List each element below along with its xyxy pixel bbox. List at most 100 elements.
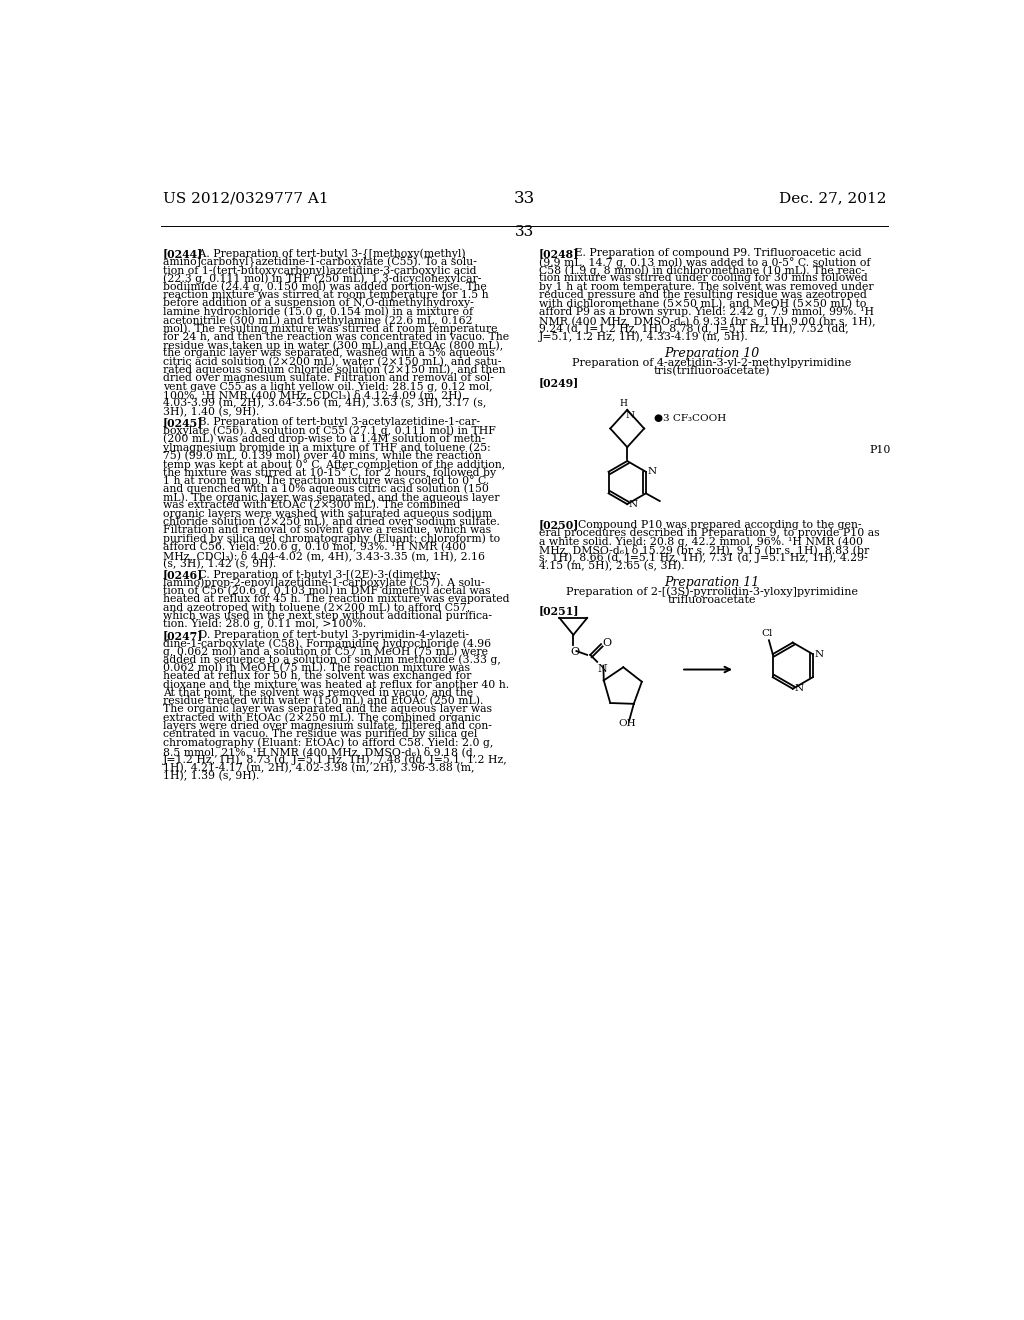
- Text: dried over magnesium sulfate. Filtration and removal of sol-: dried over magnesium sulfate. Filtration…: [163, 374, 494, 383]
- Text: 9.24 (d, J=1.2 Hz, 1H), 8.78 (d, J=5.1 Hz, 1H), 7.52 (dd,: 9.24 (d, J=1.2 Hz, 1H), 8.78 (d, J=5.1 H…: [539, 323, 849, 334]
- Text: P10: P10: [869, 445, 891, 455]
- Text: 33: 33: [514, 190, 536, 207]
- Text: Preparation 10: Preparation 10: [665, 347, 760, 360]
- Text: [0251]: [0251]: [539, 606, 580, 616]
- Text: the mixture was stirred at 10-15° C. for 2 hours, followed by: the mixture was stirred at 10-15° C. for…: [163, 467, 496, 478]
- Text: 75) (99.0 mL, 0.139 mol) over 40 mins, while the reaction: 75) (99.0 mL, 0.139 mol) over 40 mins, w…: [163, 450, 481, 461]
- Text: tion of C56 (20.6 g, 0.103 mol) in DMF dimethyl acetal was: tion of C56 (20.6 g, 0.103 mol) in DMF d…: [163, 586, 490, 597]
- Text: 0.062 mol) in MeOH (75 mL). The reaction mixture was: 0.062 mol) in MeOH (75 mL). The reaction…: [163, 663, 470, 673]
- Text: afford C56. Yield: 20.6 g, 0.10 mol, 93%. ¹H NMR (400: afford C56. Yield: 20.6 g, 0.10 mol, 93%…: [163, 543, 466, 553]
- Text: amino]carbonyl}azetidine-1-carboxylate (C55). To a solu-: amino]carbonyl}azetidine-1-carboxylate (…: [163, 257, 477, 268]
- Text: 33: 33: [515, 224, 535, 239]
- Text: Dec. 27, 2012: Dec. 27, 2012: [779, 191, 887, 206]
- Text: Filtration and removal of solvent gave a residue, which was: Filtration and removal of solvent gave a…: [163, 525, 492, 535]
- Text: layers were dried over magnesium sulfate, filtered and con-: layers were dried over magnesium sulfate…: [163, 721, 492, 731]
- Text: [0248]: [0248]: [539, 248, 579, 260]
- Text: with dichloromethane (5×50 mL), and MeOH (5×50 mL) to: with dichloromethane (5×50 mL), and MeOH…: [539, 298, 866, 309]
- Text: dioxane and the mixture was heated at reflux for another 40 h.: dioxane and the mixture was heated at re…: [163, 680, 509, 689]
- Text: mol). The resulting mixture was stirred at room temperature: mol). The resulting mixture was stirred …: [163, 323, 498, 334]
- Text: (s, 3H), 1.42 (s, 9H).: (s, 3H), 1.42 (s, 9H).: [163, 558, 276, 569]
- Text: J=1.2 Hz, 1H), 8.73 (d, J=5.1 Hz, 1H), 7.48 (dd, J=5.1, 1.2 Hz,: J=1.2 Hz, 1H), 8.73 (d, J=5.1 Hz, 1H), 7…: [163, 754, 508, 766]
- Text: lamine hydrochloride (15.0 g, 0.154 mol) in a mixture of: lamine hydrochloride (15.0 g, 0.154 mol)…: [163, 306, 473, 317]
- Text: trifluoroacetate: trifluoroacetate: [668, 595, 756, 605]
- Text: (9.9 mL, 14.7 g, 0.13 mol) was added to a 0-5° C. solution of: (9.9 mL, 14.7 g, 0.13 mol) was added to …: [539, 257, 870, 268]
- Text: US 2012/0329777 A1: US 2012/0329777 A1: [163, 191, 329, 206]
- Text: C. Preparation of t-butyl 3-[(2E)-3-(dimethy-: C. Preparation of t-butyl 3-[(2E)-3-(dim…: [188, 569, 440, 579]
- Text: a white solid. Yield: 20.8 g, 42.2 mmol, 96%. ¹H NMR (400: a white solid. Yield: 20.8 g, 42.2 mmol,…: [539, 536, 862, 546]
- Text: organic layers were washed with saturated aqueous sodium: organic layers were washed with saturate…: [163, 508, 493, 519]
- Text: g, 0.062 mol) and a solution of C57 in MeOH (75 mL) were: g, 0.062 mol) and a solution of C57 in M…: [163, 647, 487, 657]
- Text: bodiimide (24.4 g, 0.150 mol) was added portion-wise. The: bodiimide (24.4 g, 0.150 mol) was added …: [163, 281, 486, 292]
- Text: Preparation of 4-azetidin-3-yl-2-methylpyrimidine: Preparation of 4-azetidin-3-yl-2-methylp…: [572, 358, 852, 368]
- Text: [0249]: [0249]: [539, 378, 579, 388]
- Text: acetonitrile (300 mL) and triethylamine (22.6 mL, 0.162: acetonitrile (300 mL) and triethylamine …: [163, 315, 472, 326]
- Text: Cl: Cl: [761, 628, 772, 638]
- Text: reaction mixture was stirred at room temperature for 1.5 h: reaction mixture was stirred at room tem…: [163, 290, 488, 300]
- Text: 1H), 4.21-4.17 (m, 2H), 4.02-3.98 (m, 2H), 3.96-3.88 (m,: 1H), 4.21-4.17 (m, 2H), 4.02-3.98 (m, 2H…: [163, 763, 474, 774]
- Text: [0244]: [0244]: [163, 248, 203, 260]
- Text: N: N: [647, 467, 656, 477]
- Text: (22.3 g, 0.111 mol) in THF (250 mL), 1,3-dicyclohexylcar-: (22.3 g, 0.111 mol) in THF (250 mL), 1,3…: [163, 273, 481, 284]
- Text: J=5.1, 1.2 Hz, 1H), 4.33-4.19 (m, 5H).: J=5.1, 1.2 Hz, 1H), 4.33-4.19 (m, 5H).: [539, 331, 749, 342]
- Text: O: O: [570, 647, 580, 657]
- Text: chromatography (Eluant: EtOAc) to afford C58. Yield: 2.0 g,: chromatography (Eluant: EtOAc) to afford…: [163, 738, 494, 748]
- Text: the organic layer was separated, washed with a 5% aqueous: the organic layer was separated, washed …: [163, 348, 495, 358]
- Text: citric acid solution (2×200 mL), water (2×150 mL), and satu-: citric acid solution (2×200 mL), water (…: [163, 356, 502, 367]
- Text: tion of 1-(tert-butoxycarbonyl)azetidine-3-carboxylic acid: tion of 1-(tert-butoxycarbonyl)azetidine…: [163, 265, 476, 276]
- Text: residue treated with water (150 mL) and EtOAc (250 mL).: residue treated with water (150 mL) and …: [163, 696, 483, 706]
- Text: C58 (1.9 g, 8 mmol) in dichloromethane (10 mL). The reac-: C58 (1.9 g, 8 mmol) in dichloromethane (…: [539, 265, 864, 276]
- Text: 4.03-3.99 (m, 2H), 3.64-3.56 (m, 4H), 3.63 (s, 3H), 3.17 (s,: 4.03-3.99 (m, 2H), 3.64-3.56 (m, 4H), 3.…: [163, 399, 486, 408]
- Text: [0247]: [0247]: [163, 630, 204, 640]
- Text: eral procedures described in Preparation 9, to provide P10 as: eral procedures described in Preparation…: [539, 528, 880, 537]
- Text: rated aqueous sodium chloride solution (2×150 mL), and then: rated aqueous sodium chloride solution (…: [163, 364, 506, 375]
- Text: heated at reflux for 45 h. The reaction mixture was evaporated: heated at reflux for 45 h. The reaction …: [163, 594, 509, 605]
- Text: N: N: [626, 412, 635, 421]
- Text: NMR (400 MHz, DMSO-d₆) δ 9.33 (br s, 1H), 9.00 (br s, 1H),: NMR (400 MHz, DMSO-d₆) δ 9.33 (br s, 1H)…: [539, 315, 876, 326]
- Text: At that point, the solvent was removed in vacuo, and the: At that point, the solvent was removed i…: [163, 688, 473, 698]
- Text: Compound P10 was prepared according to the gen-: Compound P10 was prepared according to t…: [564, 520, 861, 529]
- Text: ylmagnesium bromide in a mixture of THF and toluene (25:: ylmagnesium bromide in a mixture of THF …: [163, 442, 490, 453]
- Text: [0250]: [0250]: [539, 520, 579, 531]
- Text: 100%. ¹H NMR (400 MHz, CDCl₃) δ 4.12-4.09 (m, 2H),: 100%. ¹H NMR (400 MHz, CDCl₃) δ 4.12-4.0…: [163, 389, 465, 401]
- Text: s, 1H), 8.66 (d, J=5.1 Hz, 1H), 7.31 (d, J=5.1 Hz, 1H), 4.29-: s, 1H), 8.66 (d, J=5.1 Hz, 1H), 7.31 (d,…: [539, 553, 867, 564]
- Text: residue was taken up in water (300 mL) and EtOAc (800 mL),: residue was taken up in water (300 mL) a…: [163, 341, 503, 351]
- Text: 8.5 mmol, 21%. ¹H NMR (400 MHz, DMSO-d₆) δ 9.18 (d,: 8.5 mmol, 21%. ¹H NMR (400 MHz, DMSO-d₆)…: [163, 746, 476, 756]
- Text: centrated in vacuo. The residue was purified by silica gel: centrated in vacuo. The residue was puri…: [163, 730, 477, 739]
- Text: 1H), 1.39 (s, 9H).: 1H), 1.39 (s, 9H).: [163, 771, 259, 781]
- Text: Preparation of 2-[(3S)-pyrrolidin-3-yloxy]pyrimidine: Preparation of 2-[(3S)-pyrrolidin-3-ylox…: [566, 586, 858, 597]
- Text: purified by silica gel chromatography (Eluant: chloroform) to: purified by silica gel chromatography (E…: [163, 533, 500, 544]
- Text: for 24 h, and then the reaction was concentrated in vacuo. The: for 24 h, and then the reaction was conc…: [163, 331, 509, 342]
- Text: Preparation 11: Preparation 11: [665, 576, 760, 589]
- Text: mL). The organic layer was separated, and the aqueous layer: mL). The organic layer was separated, an…: [163, 492, 500, 503]
- Text: B. Preparation of tert-butyl 3-acetylazetidine-1-car-: B. Preparation of tert-butyl 3-acetylaze…: [188, 417, 480, 428]
- Text: tion mixture was stirred under cooling for 30 mins followed: tion mixture was stirred under cooling f…: [539, 273, 867, 284]
- Text: A. Preparation of tert-butyl 3-{[methoxy(methyl): A. Preparation of tert-butyl 3-{[methoxy…: [188, 248, 466, 260]
- Text: by 1 h at room temperature. The solvent was removed under: by 1 h at room temperature. The solvent …: [539, 281, 873, 292]
- Text: O: O: [602, 638, 611, 648]
- Text: OH: OH: [618, 719, 636, 729]
- Text: temp was kept at about 0° C. After completion of the addition,: temp was kept at about 0° C. After compl…: [163, 459, 505, 470]
- Text: lamino)prop-2-enoyl]azetidine-1-carboxylate (C57). A solu-: lamino)prop-2-enoyl]azetidine-1-carboxyl…: [163, 577, 484, 587]
- Text: [0245]: [0245]: [163, 417, 204, 428]
- Text: which was used in the next step without additional purifica-: which was used in the next step without …: [163, 611, 492, 620]
- Text: tion. Yield: 28.0 g, 0.11 mol, >100%.: tion. Yield: 28.0 g, 0.11 mol, >100%.: [163, 619, 367, 630]
- Text: 1 h at room temp. The reaction mixture was cooled to 0° C.: 1 h at room temp. The reaction mixture w…: [163, 475, 489, 486]
- Text: MHz, CDCl₃): δ 4.04-4.02 (m, 4H), 3.43-3.35 (m, 1H), 2.16: MHz, CDCl₃): δ 4.04-4.02 (m, 4H), 3.43-3…: [163, 550, 485, 561]
- Text: reduced pressure and the resulting residue was azeotroped: reduced pressure and the resulting resid…: [539, 290, 866, 300]
- Text: chloride solution (2×250 mL), and dried over sodium sulfate.: chloride solution (2×250 mL), and dried …: [163, 517, 500, 527]
- Text: (200 mL) was added drop-wise to a 1.4M solution of meth-: (200 mL) was added drop-wise to a 1.4M s…: [163, 434, 485, 445]
- Text: N: N: [795, 684, 804, 693]
- Text: added in sequence to a solution of sodium methoxide (3.33 g,: added in sequence to a solution of sodiu…: [163, 655, 501, 665]
- Text: N: N: [629, 500, 638, 508]
- Text: dine-1-carboxylate (C58). Formamidine hydrochloride (4.96: dine-1-carboxylate (C58). Formamidine hy…: [163, 638, 492, 648]
- Text: boxylate (C56). A solution of C55 (27.1 g, 0.111 mol) in THF: boxylate (C56). A solution of C55 (27.1 …: [163, 425, 496, 436]
- Text: 3H), 1.40 (s, 9H).: 3H), 1.40 (s, 9H).: [163, 407, 259, 417]
- Text: 4.15 (m, 5H), 2.65 (s, 3H).: 4.15 (m, 5H), 2.65 (s, 3H).: [539, 561, 684, 572]
- Text: heated at reflux for 50 h, the solvent was exchanged for: heated at reflux for 50 h, the solvent w…: [163, 671, 471, 681]
- Text: before addition of a suspension of N,O-dimethylhydroxy-: before addition of a suspension of N,O-d…: [163, 298, 474, 309]
- Text: E. Preparation of compound P9. Trifluoroacetic acid: E. Preparation of compound P9. Trifluoro…: [564, 248, 861, 259]
- Text: vent gave C55 as a light yellow oil. Yield: 28.15 g, 0.12 mol,: vent gave C55 as a light yellow oil. Yie…: [163, 381, 493, 392]
- Text: was extracted with EtOAc (2×300 mL). The combined: was extracted with EtOAc (2×300 mL). The…: [163, 500, 460, 511]
- Text: H: H: [620, 400, 628, 408]
- Text: MHz, DMSO-d₆) δ 15.29 (br s, 2H), 9.15 (br s, 1H), 8.83 (br: MHz, DMSO-d₆) δ 15.29 (br s, 2H), 9.15 (…: [539, 544, 869, 556]
